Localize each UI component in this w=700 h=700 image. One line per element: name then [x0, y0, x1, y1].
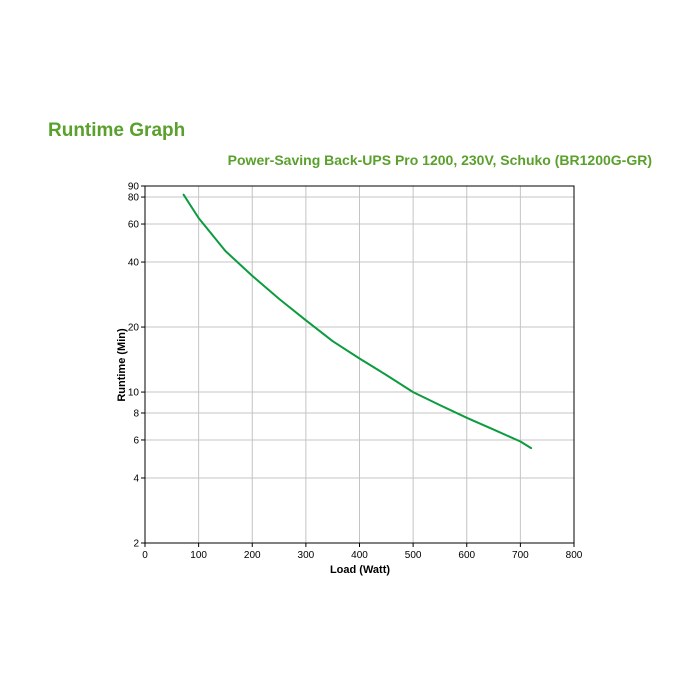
y-tick-label-7: 60 [128, 220, 140, 231]
x-axis-title: Load (Watt) [330, 564, 390, 576]
y-tick-label-8: 80 [128, 193, 140, 204]
x-tick-label-7: 700 [512, 550, 529, 561]
series-line-0 [182, 193, 533, 450]
x-tick-label-3: 300 [298, 550, 315, 561]
y-tick-label-4: 10 [128, 388, 140, 399]
y-tick-label-6: 40 [128, 258, 140, 269]
x-tick-labels: 0 100 200 300 400 500 600 700 800 [142, 550, 583, 561]
x-tick-label-8: 800 [566, 550, 583, 561]
y-tick-label-2: 6 [133, 435, 139, 446]
y-tick-label-1: 4 [133, 473, 139, 484]
y-tick-label-0: 2 [133, 539, 139, 550]
chart-title: Power-Saving Back-UPS Pro 1200, 230V, Sc… [227, 152, 652, 168]
y-axis-title: Runtime (Min) [116, 328, 128, 402]
y-tick-label-9: 90 [128, 182, 140, 193]
series-layer [182, 193, 533, 450]
grid-lines [145, 186, 574, 543]
page-title: Runtime Graph [48, 120, 186, 141]
x-tick-label-0: 0 [142, 550, 148, 561]
x-tick-label-5: 500 [405, 550, 422, 561]
x-tick-label-6: 600 [458, 550, 475, 561]
x-tick-label-2: 200 [244, 550, 261, 561]
x-tick-label-1: 100 [190, 550, 207, 561]
y-tick-label-5: 20 [128, 323, 140, 334]
tick-marks [141, 185, 575, 547]
y-tick-label-3: 8 [133, 408, 139, 419]
x-tick-label-4: 400 [351, 550, 368, 561]
